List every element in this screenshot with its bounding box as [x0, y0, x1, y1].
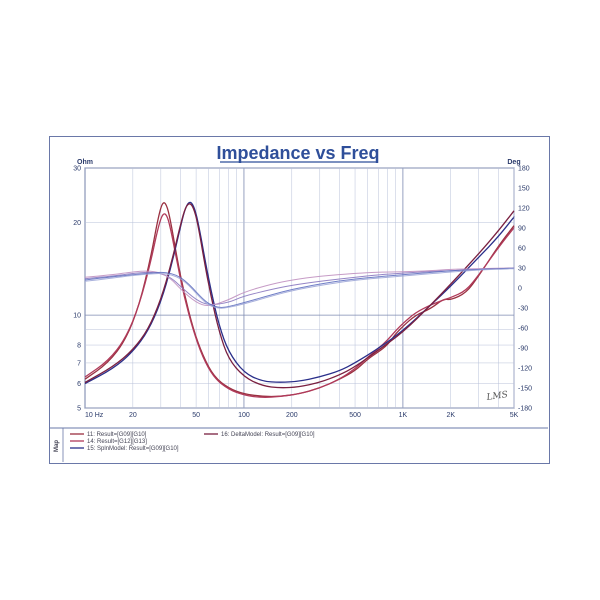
x-tick-label: 100 — [238, 412, 250, 419]
series-line — [84, 213, 515, 398]
y-right-tick-label: -150 — [518, 386, 532, 393]
signature: LMS — [485, 390, 509, 403]
legend-entry: 14: Result=[G12][G13] — [87, 439, 147, 445]
x-tick-label: 2K — [446, 412, 455, 419]
y-left-unit: Ohm — [77, 159, 93, 166]
y-right-tick-label: 90 — [518, 226, 526, 233]
legend-entry: 16: DeltaModel: Result=[G09][G10] — [221, 432, 315, 438]
y-right-tick-label: 30 — [518, 266, 526, 273]
y-right-tick-label: 150 — [518, 186, 530, 193]
x-tick-label: 5K — [510, 412, 519, 419]
y-right-tick-label: 0 — [518, 286, 522, 293]
y-right-tick-label: 120 — [518, 206, 530, 213]
legend-entry: 15: SplnModel: Result=[G09][G10] — [87, 446, 179, 452]
y-right-tick-label: -180 — [518, 406, 532, 413]
y-left-tick-label: 5 — [77, 406, 81, 413]
y-right-tick-label: -120 — [518, 366, 532, 373]
y-right-tick-label: -90 — [518, 346, 528, 353]
legend: Map 11: Result=[G09][G10]14: Result=[G12]… — [49, 427, 548, 462]
series-line — [84, 267, 515, 305]
y-right-tick-label: 60 — [518, 246, 526, 253]
y-left-tick-label: 10 — [73, 313, 81, 320]
x-tick-label: 1K — [399, 412, 408, 419]
legend-entry: 11: Result=[G09][G10] — [87, 432, 147, 438]
x-tick-label: 50 — [192, 412, 200, 419]
y-right-unit: Deg — [507, 159, 520, 166]
x-tick-label: 500 — [349, 412, 361, 419]
y-right-tick-label: -60 — [518, 326, 528, 333]
y-left-tick-label: 20 — [73, 220, 81, 227]
legend-title: Map — [54, 440, 60, 452]
y-left-tick-label: 7 — [77, 360, 81, 367]
series-line — [84, 267, 515, 306]
y-left-tick-label: 8 — [77, 343, 81, 350]
x-tick-label: 200 — [286, 412, 298, 419]
y-left-tick-label: 6 — [77, 381, 81, 388]
y-left-tick-label: 30 — [73, 166, 81, 173]
x-tick-label: 20 — [129, 412, 137, 419]
series-line — [84, 268, 515, 309]
series-line — [84, 203, 515, 389]
y-right-tick-label: -30 — [518, 306, 528, 313]
plot-area: 10 Hz 20 50 100 200 500 1K 2K 5K 5 6 7 8 10 20 30 180 150… — [73, 159, 532, 419]
x-tick-label: 10 Hz — [85, 412, 104, 419]
series-line — [84, 267, 515, 308]
chart-title: Impedance vs Freq — [216, 143, 379, 163]
y-right-tick-label: 180 — [518, 166, 530, 173]
